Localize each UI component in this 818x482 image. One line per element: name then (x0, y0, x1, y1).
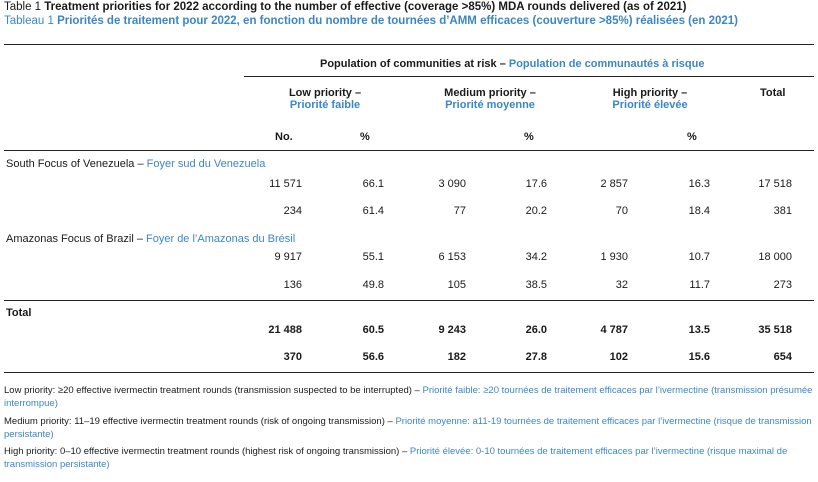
high-priority-header: High priority – Priorité élevée (595, 87, 705, 111)
cell: 66.1 (362, 178, 384, 190)
cell: 26.0 (525, 324, 547, 336)
cell: 55.1 (362, 251, 384, 263)
cell: 105 (447, 279, 466, 291)
cell: 49.8 (362, 279, 384, 291)
cell: 11 571 (269, 178, 302, 190)
table-title-en: Table 1 Treatment priorities for 2022 ac… (4, 1, 686, 13)
header-rule (4, 150, 814, 151)
footnote-high-fr: Priorité élevée: 0-10 tournées de traite… (4, 446, 788, 470)
population-header-fr: Population de communautés à risque (508, 58, 705, 70)
pct-header-high: % (687, 131, 697, 143)
population-header-dash: – (496, 58, 509, 70)
population-rule (244, 76, 814, 77)
medium-priority-en: Medium priority – (444, 87, 536, 99)
cell: 273 (773, 279, 792, 291)
table-title-en-text: Treatment priorities for 2022 according … (44, 1, 687, 13)
bottom-rule (4, 372, 814, 373)
table-number-fr: Tableau 1 (4, 15, 54, 27)
row-label-venezuela-en: South Focus of Venezuela (6, 158, 135, 170)
total-header: Total (760, 87, 786, 99)
cell: 2 857 (600, 178, 628, 190)
low-priority-header: Low priority – Priorité faible (270, 87, 380, 111)
cell: 34.2 (525, 251, 547, 263)
cell: 6 153 (438, 251, 466, 263)
cell: 35 518 (758, 324, 792, 336)
cell: 27.8 (525, 351, 547, 363)
cell: 21 488 (268, 324, 302, 336)
cell: 56.6 (362, 351, 384, 363)
cell: 18.4 (688, 205, 710, 217)
cell: 38.5 (525, 279, 547, 291)
row-label-brazil-fr: Foyer de l’Amazonas du Brésil (146, 233, 296, 245)
footnote-low-en: Low priority: ≥20 effective ivermectin t… (4, 385, 412, 396)
footnote-low-dash: – (411, 385, 423, 396)
cell: 18 000 (758, 251, 792, 263)
medium-priority-fr: Priorité moyenne (445, 99, 535, 111)
low-priority-en: Low priority – (288, 87, 362, 99)
table-title-fr: Tableau 1 Priorités de traitement pour 2… (4, 15, 738, 27)
cell: 77 (453, 205, 466, 217)
footnote-medium: Medium priority: 11–19 effective ivermec… (4, 416, 814, 441)
row-label-venezuela: South Focus of Venezuela – Foyer sud du … (6, 158, 265, 170)
pct-header-low: % (360, 131, 370, 143)
cell: 61.4 (362, 205, 384, 217)
cell: 17 518 (758, 178, 792, 190)
footnote-low: Low priority: ≥20 effective ivermectin t… (4, 385, 814, 410)
cell: 10.7 (688, 251, 710, 263)
cell: 136 (283, 279, 302, 291)
footnote-medium-dash: – (384, 416, 396, 427)
row-label-brazil-dash: – (133, 233, 147, 245)
cell: 11.7 (689, 279, 710, 291)
cell: 4 787 (600, 324, 628, 336)
no-header: No. (275, 131, 293, 143)
pct-header-medium: % (524, 131, 534, 143)
cell: 70 (615, 205, 628, 217)
row-label-venezuela-dash: – (134, 158, 147, 170)
cell: 654 (773, 351, 792, 363)
low-priority-fr: Priorité faible (289, 99, 361, 111)
row-label-venezuela-fr: Foyer sud du Venezuela (146, 158, 266, 170)
cell: 1 930 (600, 251, 628, 263)
cell: 17.6 (525, 178, 547, 190)
cell: 32 (615, 279, 628, 291)
cell: 9 917 (274, 251, 302, 263)
medium-priority-header: Medium priority – Priorité moyenne (420, 87, 560, 111)
population-header: Population of communities at risk – Popu… (320, 58, 704, 70)
cell: 3 090 (438, 178, 466, 190)
cell: 13.5 (688, 324, 710, 336)
footnote-medium-fr: Priorité moyenne: a11-19 tournées de tra… (4, 416, 812, 440)
cell: 381 (773, 205, 792, 217)
high-priority-en: High priority – (612, 87, 688, 99)
table-title-fr-text: Priorités de traitement pour 2022, en fo… (57, 15, 739, 27)
total-rule (4, 300, 814, 301)
cell: 182 (447, 351, 466, 363)
cell: 9 243 (438, 324, 466, 336)
table-number-en: Table 1 (4, 1, 42, 13)
high-priority-fr: Priorité élevée (612, 99, 688, 111)
footnote-medium-en: Medium priority: 11–19 effective ivermec… (4, 416, 385, 427)
cell: 15.6 (688, 351, 710, 363)
footnote-high-en: High priority: 0–10 effective ivermectin… (4, 446, 400, 457)
footnote-low-fr: Priorité faible: ≥20 tournées de traitem… (4, 385, 813, 409)
top-rule (4, 44, 814, 45)
footnote-high: High priority: 0–10 effective ivermectin… (4, 446, 814, 471)
footnote-high-dash: – (399, 446, 410, 457)
cell: 60.5 (362, 324, 384, 336)
cell: 16.3 (688, 178, 710, 190)
cell: 370 (283, 351, 302, 363)
row-label-brazil: Amazonas Focus of Brazil – Foyer de l’Am… (6, 233, 295, 245)
population-header-en: Population of communities at risk (320, 58, 497, 70)
cell: 234 (283, 205, 302, 217)
row-label-brazil-en: Amazonas Focus of Brazil (6, 233, 134, 245)
cell: 102 (609, 351, 628, 363)
row-label-total: Total (6, 307, 32, 319)
cell: 20.2 (525, 205, 547, 217)
